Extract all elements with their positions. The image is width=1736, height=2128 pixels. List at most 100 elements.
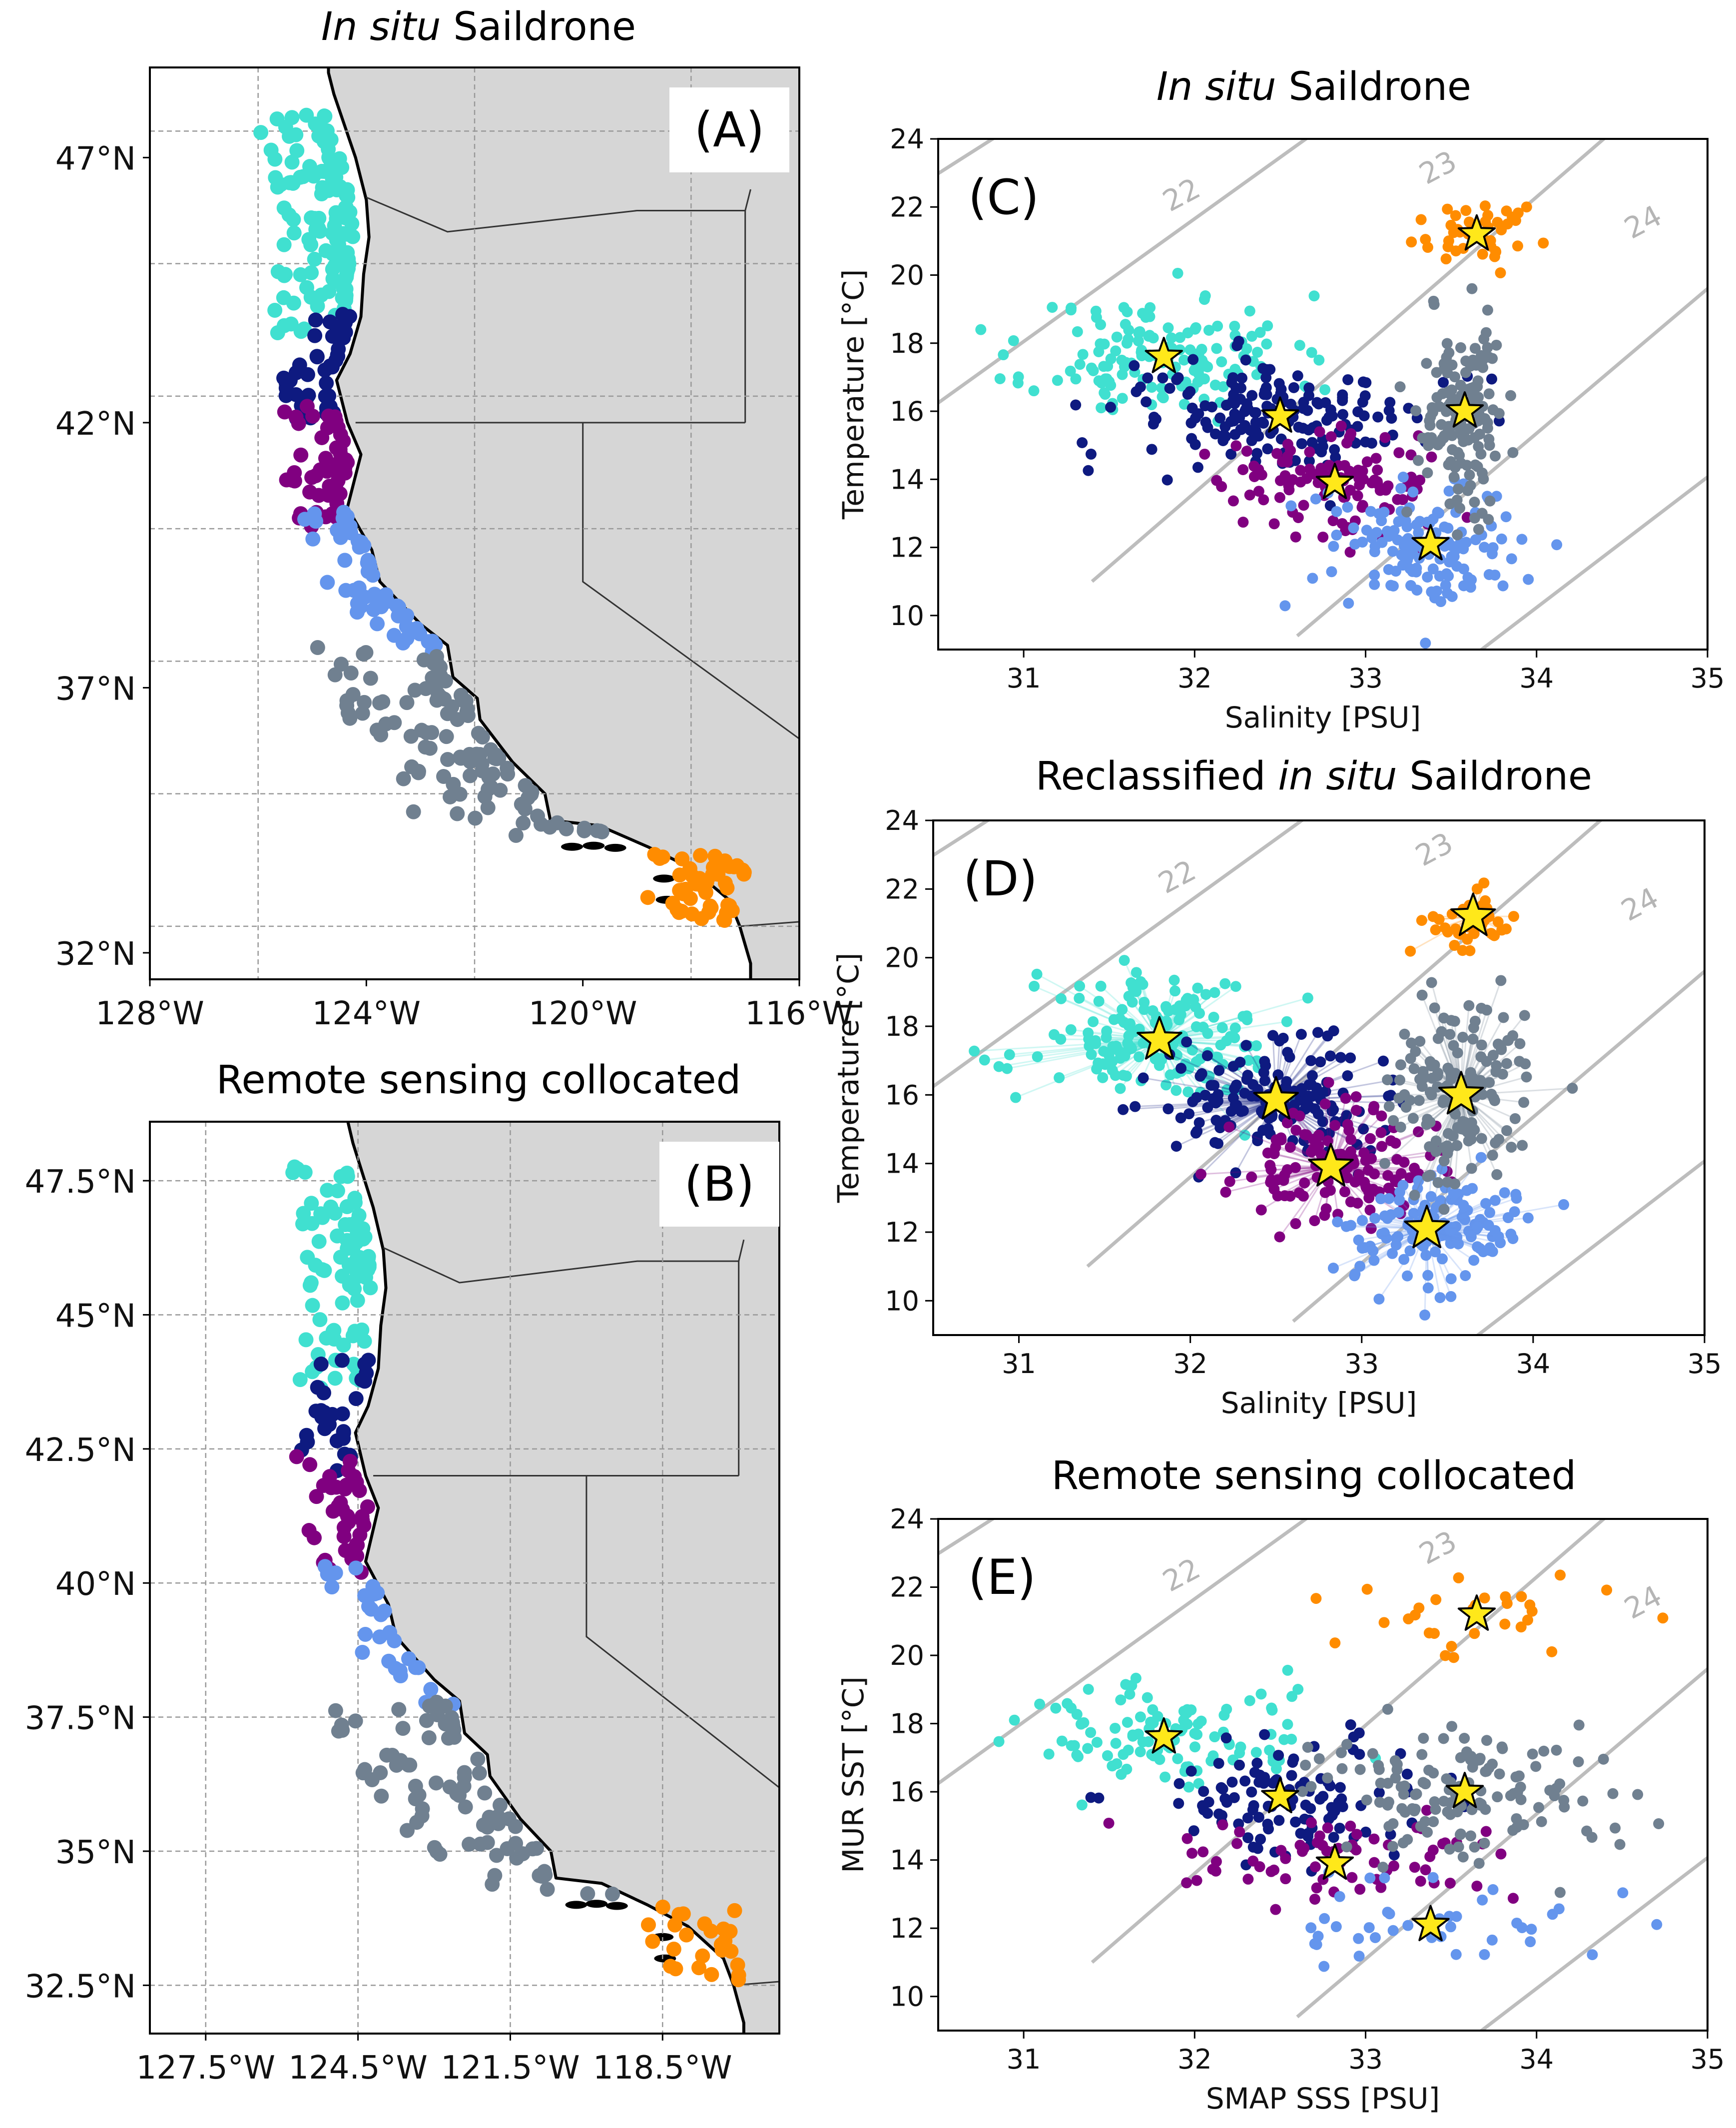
track-point xyxy=(704,1967,719,1982)
data-point xyxy=(1281,1117,1293,1129)
data-point xyxy=(1494,1768,1505,1780)
data-point xyxy=(1150,413,1161,425)
state-border xyxy=(585,1475,779,1789)
data-point xyxy=(1093,995,1105,1007)
data-point xyxy=(1536,1816,1547,1827)
data-point xyxy=(1524,1599,1536,1611)
data-point xyxy=(1433,508,1445,519)
data-point xyxy=(1475,448,1487,460)
scatter-c: 222324252631323334351012141618202224Sali… xyxy=(836,123,1725,734)
data-point xyxy=(1240,1040,1252,1051)
data-point xyxy=(1361,456,1373,468)
link-line xyxy=(1419,1041,1462,1096)
data-point xyxy=(1426,977,1437,988)
data-point xyxy=(1082,1743,1094,1754)
data-point xyxy=(1487,1758,1498,1770)
data-point xyxy=(1054,1072,1065,1083)
track-point xyxy=(457,1765,472,1780)
data-point xyxy=(1208,1011,1219,1023)
data-point xyxy=(1319,384,1331,396)
data-point xyxy=(1465,1231,1477,1243)
data-point xyxy=(1229,320,1240,332)
data-point xyxy=(1379,432,1391,443)
data-point xyxy=(1481,1735,1493,1746)
data-point xyxy=(975,324,987,335)
data-point xyxy=(1275,1845,1287,1856)
data-point xyxy=(1434,1292,1446,1304)
map-frame xyxy=(149,1121,780,2035)
track-lightblue xyxy=(297,505,443,660)
data-point xyxy=(1295,1029,1307,1040)
data-point xyxy=(1364,1204,1376,1216)
data-point xyxy=(1131,386,1142,398)
data-point xyxy=(1398,1157,1410,1168)
track-point xyxy=(458,1799,473,1815)
data-point xyxy=(1085,1727,1097,1738)
data-point xyxy=(1489,930,1500,941)
data-point xyxy=(1142,372,1154,384)
data-point xyxy=(1110,1738,1122,1749)
data-point xyxy=(1432,1177,1444,1188)
data-point xyxy=(1091,1063,1103,1075)
data-point xyxy=(1322,1030,1333,1042)
data-point xyxy=(1189,439,1201,450)
y-tick-label: 10 xyxy=(885,1285,919,1317)
data-point xyxy=(1383,1101,1395,1112)
scatter-e: 2223242526 31 32 33 34 35 10 12 14 16 18 20 22 24 SMAP… xyxy=(836,1503,1725,2116)
x-axis-label: Salinity [PSU] xyxy=(1221,1386,1417,1420)
link-line xyxy=(1168,1099,1276,1110)
data-point xyxy=(1482,422,1493,434)
data-point xyxy=(1111,331,1123,343)
track-point xyxy=(424,725,440,740)
data-point xyxy=(1095,980,1107,992)
data-point xyxy=(1181,1707,1192,1719)
data-point xyxy=(1332,1216,1343,1228)
data-point xyxy=(1172,267,1183,279)
data-point xyxy=(1065,365,1076,377)
data-point xyxy=(1170,1141,1182,1152)
track-point xyxy=(324,1579,340,1595)
data-point xyxy=(1477,1894,1488,1906)
data-point xyxy=(1214,412,1226,424)
data-point xyxy=(1515,1781,1526,1793)
data-point xyxy=(1357,474,1369,485)
centroid-star-cyan xyxy=(1145,1717,1183,1754)
density-contour-24 xyxy=(1091,139,1607,583)
data-point xyxy=(1251,1757,1263,1769)
x-tick-label: 33 xyxy=(1344,1348,1379,1380)
track-point xyxy=(475,729,490,745)
y-tick-label: 14 xyxy=(890,1845,924,1876)
data-point xyxy=(1277,1032,1289,1044)
track-point xyxy=(304,1196,319,1211)
track-point xyxy=(336,1338,351,1353)
data-point xyxy=(1547,1909,1558,1920)
data-point xyxy=(1368,1104,1379,1116)
data-point xyxy=(1472,375,1484,387)
data-point xyxy=(1296,438,1307,449)
data-point xyxy=(1050,1702,1062,1714)
data-point xyxy=(1290,531,1301,543)
track-purple xyxy=(289,1449,375,1580)
data-point xyxy=(1333,1797,1344,1808)
data-point xyxy=(1074,980,1086,992)
data-point xyxy=(1607,1788,1619,1799)
island xyxy=(582,841,605,850)
data-point xyxy=(1361,525,1372,536)
data-point xyxy=(1173,1798,1184,1809)
track-point xyxy=(399,1823,415,1838)
data-point xyxy=(1188,994,1199,1005)
data-point xyxy=(1452,483,1464,495)
data-point xyxy=(1506,553,1517,565)
data-point xyxy=(1124,1688,1136,1700)
track-point xyxy=(335,1722,350,1738)
centroid-star-gray xyxy=(1438,1071,1484,1115)
data-point xyxy=(1422,432,1434,443)
data-point xyxy=(1378,1055,1389,1067)
track-point xyxy=(333,251,349,267)
data-point xyxy=(1191,1729,1203,1740)
data-point xyxy=(1478,473,1489,485)
track-gray xyxy=(328,1694,620,1902)
data-point xyxy=(1065,1024,1077,1035)
data-point xyxy=(1285,445,1296,456)
track-point xyxy=(307,251,322,267)
